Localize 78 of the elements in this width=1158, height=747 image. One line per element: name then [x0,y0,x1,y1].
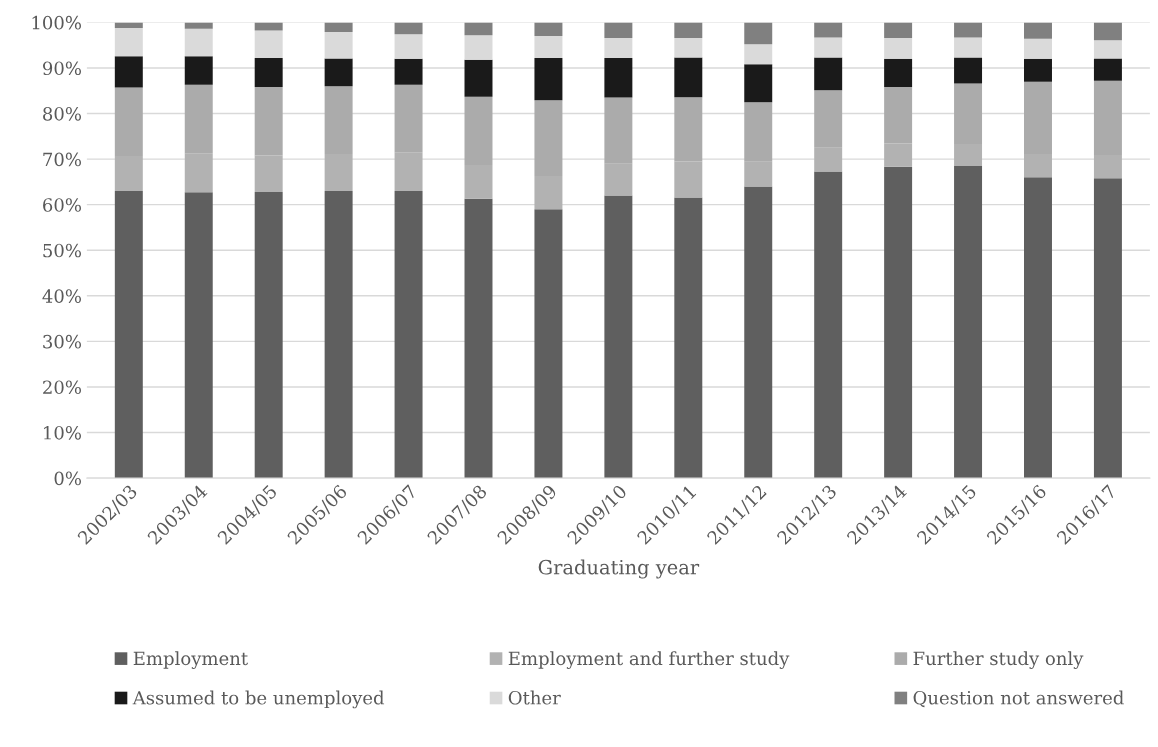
bar [534,209,563,479]
y-tick-label: 20% [43,380,81,395]
legend-label: Employment and further study [508,651,790,669]
bar [464,198,493,479]
bar [744,22,773,45]
bar [744,186,773,479]
bar [814,22,843,38]
bar [394,191,423,479]
bar [954,22,983,38]
y-tick-label: 0% [54,471,81,486]
bar [394,34,423,59]
bar [324,191,353,479]
bar [464,59,493,97]
bar [884,58,913,88]
bar [394,22,423,35]
legend-label: Question not answered [913,690,1124,708]
bar [954,165,983,479]
bar [324,31,353,59]
bar [1024,58,1052,82]
bar [254,57,283,88]
y-tick-label: 40% [42,289,81,303]
bar [254,30,283,58]
bar [114,56,143,88]
bar [114,22,143,28]
bar [884,37,913,59]
bar [884,166,913,479]
bar [674,197,703,479]
bar [184,22,213,29]
bar [1024,177,1052,479]
bar [324,22,353,32]
bar [184,56,213,85]
bar [604,22,633,38]
bar [954,57,983,84]
bar [394,58,423,85]
bar [324,58,353,87]
bar [814,171,843,479]
y-tick-label: 100% [32,15,81,30]
bar [814,57,843,91]
bar [114,191,143,479]
bar [604,195,633,479]
bar [184,192,213,479]
bar [1093,22,1122,41]
bar [464,22,493,36]
bar [534,36,563,58]
bar [744,44,773,65]
bar [604,37,633,58]
legend-label: Employment [133,651,248,669]
bar [1093,178,1122,479]
bar [114,27,143,57]
bar [674,22,703,38]
bar [1024,38,1052,59]
legend-label: Further study only [913,651,1084,669]
bar [884,22,913,38]
bar [1024,22,1052,39]
y-tick-label: 50% [43,243,81,258]
bar [464,35,493,60]
bar [184,28,213,57]
bar [534,22,563,37]
bar [954,37,983,58]
bar [534,57,563,101]
y-tick-label: 70% [43,152,81,167]
legend-label: Assumed to be unemployed [132,690,385,709]
bar [674,57,703,98]
bar [814,37,843,58]
bar [604,57,633,98]
y-tick-label: 80% [43,107,81,121]
bar [254,22,283,31]
bar [1093,40,1122,59]
bar [674,37,703,58]
legend-label: Other [508,690,561,705]
bar [744,64,773,103]
y-tick-label: 10% [44,425,81,440]
bar [1093,58,1122,81]
x-axis-title: Graduating year [538,559,700,579]
bar [254,191,283,479]
y-tick-label: 90% [42,61,81,76]
y-tick-label: 60% [43,198,81,212]
y-tick-label: 30% [43,334,81,349]
